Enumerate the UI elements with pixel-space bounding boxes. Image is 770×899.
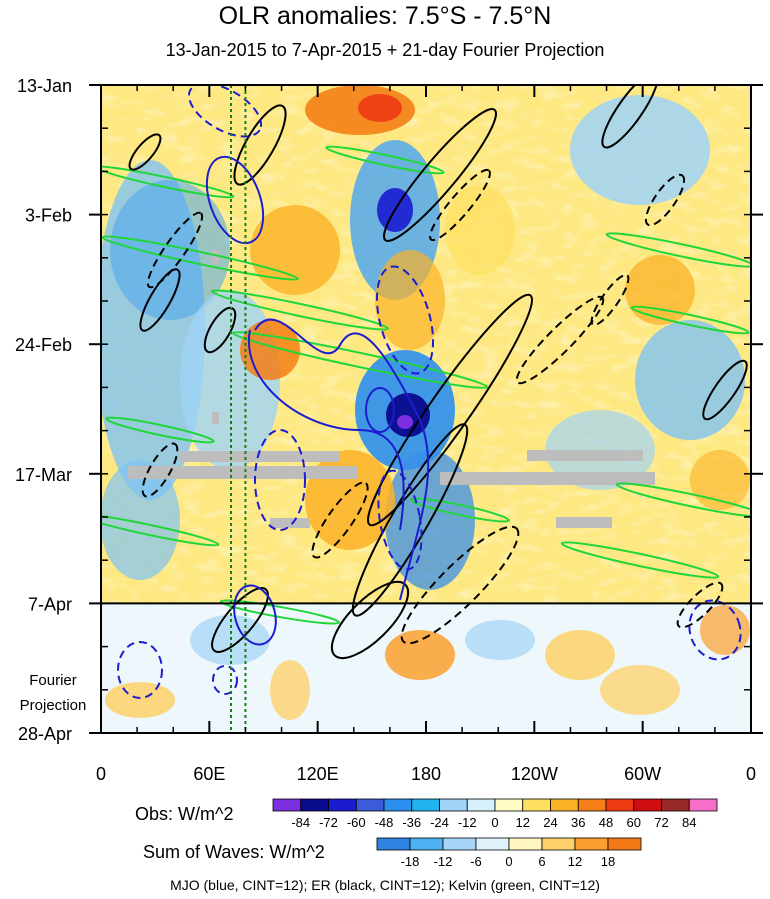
colorbar-swatch [355,798,385,812]
colorbar-swatch [550,798,579,812]
x-tick-label: 120E [297,764,339,784]
y-tick-label: 13-Jan [17,76,72,96]
colorbar-swatch [607,837,642,851]
er-contours [128,85,748,660]
colorbar-label: 12 [516,815,530,830]
colorbar-label: -84 [291,815,310,830]
colorbar-swatch [494,798,524,812]
colorbar-swatch [577,798,607,812]
x-tick-label: 0 [96,764,106,784]
x-tick-label: 0 [746,764,756,784]
colorbar-label: -12 [458,815,477,830]
colorbar-label: 84 [682,815,696,830]
projection-label-line1: Fourier [29,672,77,689]
wave-legend-caption: MJO (blue, CINT=12); ER (black, CINT=12)… [170,877,600,893]
colorbar-label: -72 [319,815,338,830]
missing-data-bars [128,250,655,528]
reference-longitude-lines [230,85,247,733]
colorbar-swatch [688,798,718,812]
er-negative-contours [141,168,724,645]
colorbar-label: 48 [599,815,613,830]
kelvin-contours [101,145,751,625]
colorbar-swatch [541,837,576,851]
y-tick-label: 28-Apr [18,724,72,744]
colorbar-swatch [633,798,662,812]
colorbar-swatch [605,798,635,812]
x-tick-label: 180 [411,764,441,784]
colorbar-swatch [272,798,302,812]
colorbar-swatch [508,837,543,851]
colorbar-label: 72 [654,815,668,830]
y-tick-label: 3-Feb [25,206,72,226]
x-axis: 0 60E 120E 180 120W 60W 0 [96,85,756,784]
colorbar-swatch [574,837,609,851]
colorbar-label: -36 [402,815,421,830]
colorbar-swatch [383,798,413,812]
colorbar-swatch [411,798,440,812]
colorbar-label: -48 [375,815,394,830]
colorbar-swatch [328,798,357,812]
colorbar-swatch [522,798,551,812]
y-tick-label: 24-Feb [15,335,72,355]
obs-colorbar-title: Obs: W/m^2 [135,804,233,824]
colorbar-label: 18 [601,854,615,869]
colorbar-swatch [409,837,444,851]
colorbar-label: 24 [543,815,557,830]
colorbar-label: -24 [430,815,449,830]
colorbar-label: -18 [401,854,420,869]
colorbar-swatch [466,798,496,812]
colorbar-label: 6 [538,854,545,869]
obs-colorbar: Obs: W/m^2 -84 -72 -60 -48 -36 -24 -12 0 12 24 36 4… [135,798,718,830]
x-tick-label: 60E [193,764,225,784]
colorbar-swatch [376,837,411,851]
waves-colorbar: Sum of Waves: W/m^2 -18 -12 -6 0 6 12 18 [143,837,642,869]
y-axis: 13-Jan 3-Feb 24-Feb 17-Mar 7-Apr 28-Apr [15,76,763,744]
colorbar-label: 60 [627,815,641,830]
chart-title: OLR anomalies: 7.5°S - 7.5°N [218,2,552,30]
colorbar-swatch [442,837,477,851]
waves-colorbar-title: Sum of Waves: W/m^2 [143,842,325,862]
chart-subtitle: 13-Jan-2015 to 7-Apr-2015 + 21-day Fouri… [165,40,605,60]
x-tick-label: 60W [624,764,661,784]
colorbar-label: -12 [434,854,453,869]
colorbar-label: 0 [505,854,512,869]
olr-anomaly-patches [101,85,751,603]
colorbar-label: 0 [491,815,498,830]
colorbar-swatch [300,798,329,812]
colorbar-label: 12 [568,854,582,869]
colorbar-swatch [661,798,690,812]
colorbar-label: -60 [347,815,366,830]
colorbar-swatch [475,837,510,851]
projection-label-line2: Projection [20,697,87,714]
y-tick-label: 7-Apr [28,594,72,614]
colorbar-swatch [439,798,468,812]
x-tick-label: 120W [511,764,558,784]
colorbar-label: 36 [571,815,585,830]
colorbar-label: -6 [470,854,482,869]
y-tick-label: 17-Mar [15,465,72,485]
